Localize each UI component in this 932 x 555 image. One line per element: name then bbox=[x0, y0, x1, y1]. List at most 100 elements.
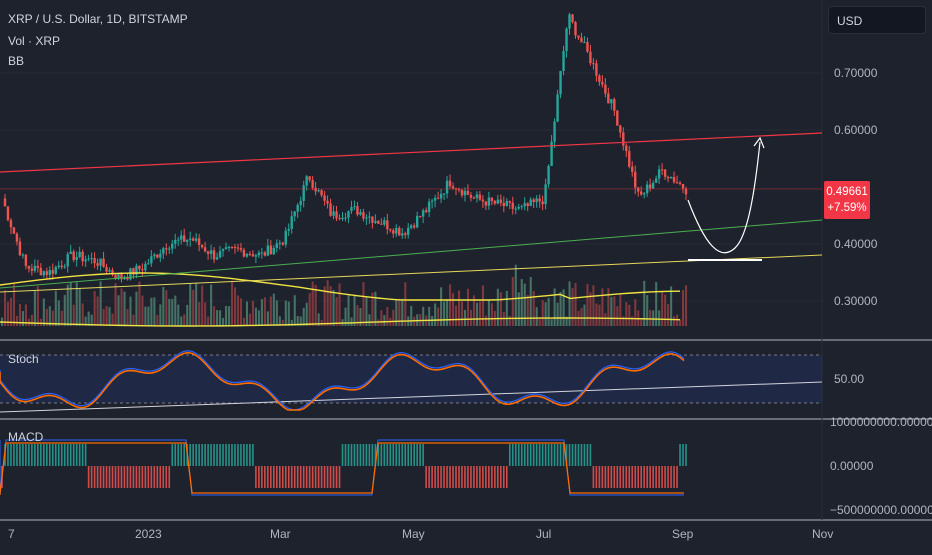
currency-button[interactable]: USD bbox=[828, 6, 926, 34]
volume-bar bbox=[377, 319, 380, 326]
macd-histogram-bar bbox=[246, 444, 248, 466]
macd-histogram-bar bbox=[290, 466, 293, 488]
macd-histogram-bar bbox=[299, 466, 302, 488]
candle-body bbox=[395, 227, 398, 234]
volume-bar bbox=[529, 276, 532, 326]
macd-histogram-bar bbox=[213, 444, 215, 466]
volume-bar bbox=[51, 310, 54, 326]
macd-histogram-bar bbox=[7, 444, 9, 466]
candle-body bbox=[469, 194, 473, 198]
volume-bar bbox=[66, 284, 69, 326]
macd-histogram-bar bbox=[568, 444, 571, 466]
macd-histogram-bar bbox=[120, 466, 123, 488]
macd-histogram-bar bbox=[287, 466, 290, 488]
macd-pane-label[interactable]: MACD bbox=[8, 430, 44, 444]
macd-histogram-bar bbox=[401, 444, 404, 466]
macd-histogram-bar bbox=[458, 466, 460, 488]
candle-body bbox=[508, 201, 511, 203]
macd-histogram-bar bbox=[670, 466, 672, 488]
volume-bar bbox=[484, 315, 487, 326]
volume-bar bbox=[236, 295, 240, 326]
volume-bar bbox=[183, 314, 186, 326]
volume-bar bbox=[440, 287, 443, 326]
macd-histogram-bar bbox=[302, 466, 305, 488]
candle-body bbox=[266, 245, 270, 256]
macd-histogram-bar bbox=[392, 444, 395, 466]
candle-body bbox=[475, 194, 479, 198]
candle-body bbox=[639, 191, 643, 195]
candle-body bbox=[177, 239, 180, 241]
volume-bar bbox=[401, 298, 404, 326]
volume-bar bbox=[466, 288, 470, 326]
candle-body bbox=[39, 267, 43, 276]
macd-tick-label: 0.00000 bbox=[830, 459, 874, 473]
macd-histogram-bar bbox=[174, 444, 177, 466]
macd-histogram-bar bbox=[526, 444, 529, 466]
candle-body bbox=[341, 217, 344, 220]
volume-bar bbox=[248, 313, 252, 326]
candle-body bbox=[209, 250, 213, 254]
macd-histogram-bar bbox=[470, 466, 472, 488]
symbol-title[interactable]: XRP / U.S. Dollar, 1D, BITSTAMP bbox=[8, 12, 188, 26]
macd-histogram-bar bbox=[547, 444, 550, 466]
candle-body bbox=[299, 200, 302, 205]
volume-bar bbox=[559, 291, 562, 326]
volume-bar bbox=[189, 283, 192, 326]
candle-body bbox=[571, 14, 574, 23]
macd-histogram-bar bbox=[380, 444, 383, 466]
volume-bar bbox=[195, 283, 198, 326]
macd-histogram-bar bbox=[216, 444, 218, 466]
volume-bar bbox=[475, 302, 479, 326]
candle-body bbox=[135, 265, 138, 275]
volume-bar bbox=[505, 290, 508, 326]
volume-bar bbox=[75, 282, 78, 326]
candle-body bbox=[153, 254, 156, 257]
volume-bar bbox=[186, 304, 189, 326]
macd-histogram-bar bbox=[488, 466, 490, 488]
macd-histogram-bar bbox=[377, 444, 380, 466]
stoch-pane-label[interactable]: Stoch bbox=[8, 352, 39, 366]
candle-body bbox=[478, 194, 482, 200]
candle-body bbox=[442, 193, 446, 195]
volume-bar bbox=[168, 298, 171, 326]
volume-bar bbox=[216, 310, 219, 326]
bb-legend[interactable]: BB bbox=[8, 54, 25, 68]
volume-bar bbox=[410, 305, 413, 326]
candle-body bbox=[194, 238, 198, 241]
volume-bar bbox=[574, 282, 577, 326]
volume-bar bbox=[132, 314, 135, 326]
candle-body bbox=[126, 277, 129, 280]
volume-bar bbox=[532, 291, 535, 326]
volume-bar bbox=[344, 307, 347, 326]
macd-histogram-bar bbox=[320, 466, 323, 488]
macd-histogram-bar bbox=[180, 444, 183, 466]
macd-histogram-bar bbox=[75, 444, 78, 466]
volume-bar bbox=[523, 283, 526, 326]
volume-bar bbox=[102, 308, 105, 326]
last-price-change: +7.59% bbox=[827, 202, 867, 214]
volume-legend[interactable]: Vol · XRP bbox=[8, 34, 61, 48]
volume-bar bbox=[508, 315, 511, 326]
macd-histogram-bar bbox=[240, 444, 242, 466]
macd-histogram-bar bbox=[323, 466, 326, 488]
candle-body bbox=[183, 235, 186, 242]
macd-histogram-bar bbox=[153, 466, 156, 488]
macd-histogram-bar bbox=[252, 444, 254, 466]
candle-body bbox=[368, 216, 371, 218]
volume-bar bbox=[610, 297, 613, 326]
macd-histogram-bar bbox=[368, 444, 371, 466]
macd-histogram-bar bbox=[595, 466, 598, 488]
candle-body bbox=[224, 247, 228, 250]
macd-histogram-bar bbox=[13, 444, 15, 466]
candle-body bbox=[493, 200, 497, 204]
volume-bar bbox=[314, 285, 317, 326]
macd-histogram-bar bbox=[284, 466, 287, 488]
time-tick-label: 7 bbox=[8, 527, 15, 541]
macd-histogram-bar bbox=[57, 444, 60, 466]
macd-histogram-bar bbox=[467, 466, 469, 488]
candle-body bbox=[496, 199, 500, 204]
volume-bar bbox=[332, 289, 335, 326]
candle-body bbox=[251, 254, 255, 257]
macd-histogram-bar bbox=[96, 466, 99, 488]
